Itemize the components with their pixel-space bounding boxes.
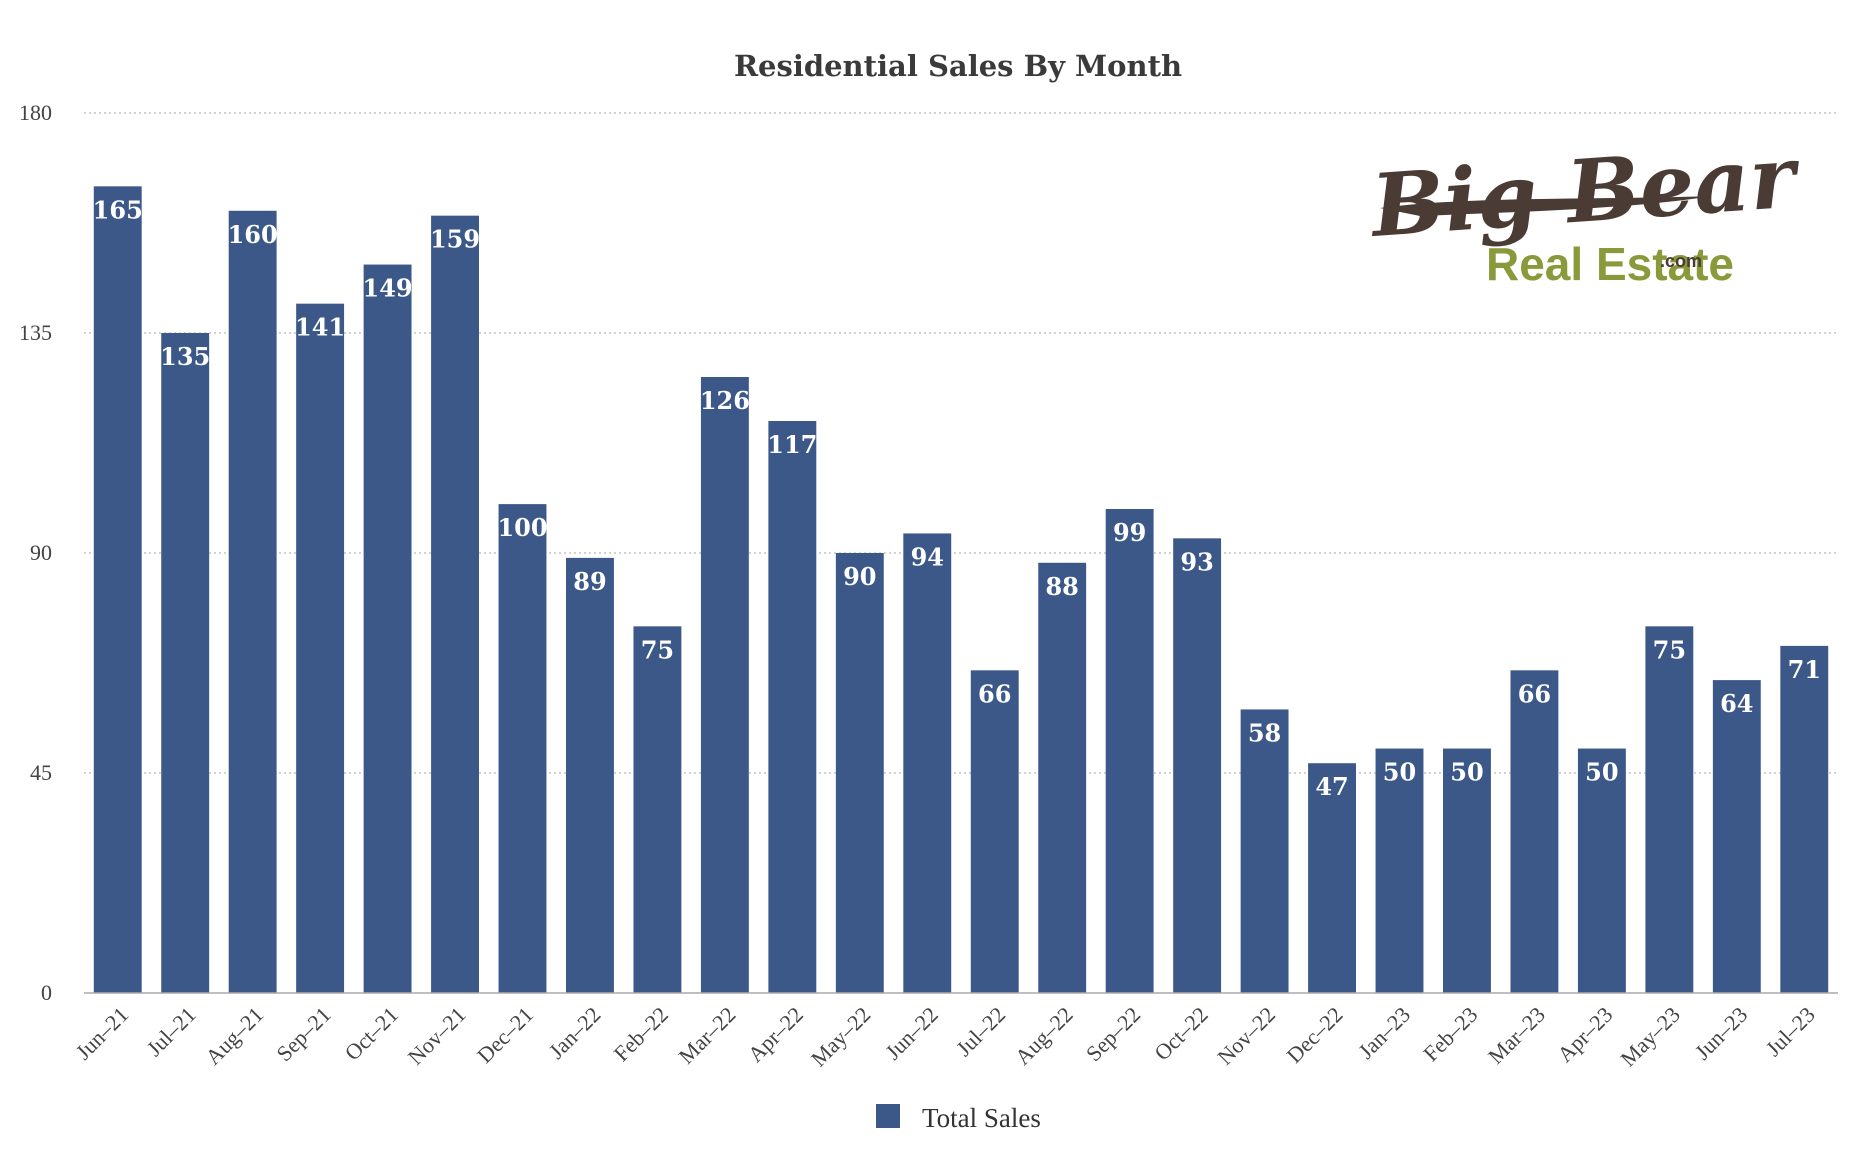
bar-24: [1712, 680, 1761, 993]
bar-15: [1105, 509, 1154, 993]
x-tick-label-6: Dec–21: [472, 1002, 538, 1068]
bar-17: [1240, 709, 1289, 993]
data-label-0: 165: [93, 195, 143, 224]
data-label-15: 99: [1113, 518, 1146, 547]
data-label-8: 75: [641, 635, 674, 664]
x-tick-label-19: Jan–23: [1353, 1002, 1415, 1064]
data-label-1: 135: [160, 342, 210, 371]
data-label-18: 47: [1315, 772, 1348, 801]
y-tick-label: 180: [19, 100, 52, 125]
x-tick-label-10: Apr–22: [743, 1002, 808, 1067]
data-label-25: 71: [1788, 655, 1821, 684]
y-tick-label: 0: [41, 980, 52, 1005]
data-label-6: 100: [497, 513, 547, 542]
x-tick-label-4: Oct–21: [340, 1002, 403, 1065]
y-tick-label: 90: [30, 540, 52, 565]
x-tick-label-18: Dec–22: [1282, 1002, 1348, 1068]
bar-16: [1173, 538, 1222, 993]
data-label-16: 93: [1180, 547, 1213, 576]
x-tick-label-1: Jul–21: [142, 1002, 201, 1061]
x-tick-label-9: Mar–22: [673, 1002, 740, 1069]
bars: [93, 186, 1829, 994]
x-tick-label-7: Jan–22: [544, 1002, 606, 1064]
x-tick-label-2: Aug–21: [200, 1002, 268, 1070]
x-tick-label-20: Feb–23: [1418, 1002, 1482, 1066]
bar-7: [566, 557, 614, 993]
y-axis-tick-labels: 0 45 90 135 180: [19, 100, 52, 1005]
x-tick-label-16: Oct–22: [1149, 1002, 1212, 1065]
bar-13: [970, 670, 1019, 993]
bar-8: [633, 626, 682, 993]
x-tick-label-23: May–23: [1615, 1002, 1685, 1072]
bar-3: [296, 303, 345, 994]
bar-2: [228, 210, 277, 993]
data-label-19: 50: [1383, 758, 1416, 787]
x-tick-label-25: Jul–23: [1761, 1002, 1820, 1061]
bar-9: [700, 377, 749, 993]
big-bear-real-estate-logo: Big Bear Real Estate .com: [1365, 126, 1804, 290]
data-labels: 165 135 160 141 149 159 100 89 75 126 117 90 94 66 88 9…: [93, 195, 1821, 801]
x-axis-tick-labels: Jun–21 Jul–21 Aug–21 Sep–21 Oct–21 Nov–21 Dec–…: [71, 1002, 1820, 1072]
bar-5: [431, 215, 479, 993]
bar-19: [1375, 748, 1424, 993]
data-label-14: 88: [1045, 572, 1078, 601]
bar-12: [903, 533, 952, 993]
x-tick-label-22: Apr–23: [1552, 1002, 1617, 1067]
chart-title: Residential Sales By Month: [734, 49, 1182, 83]
x-tick-label-13: Jul–22: [951, 1002, 1010, 1061]
logo-swoosh: [1380, 196, 1712, 216]
bar-22: [1577, 748, 1626, 993]
data-label-23: 75: [1653, 635, 1686, 664]
bar-21: [1510, 670, 1559, 993]
bar-18: [1308, 763, 1356, 993]
data-label-4: 149: [363, 274, 413, 303]
x-tick-label-3: Sep–21: [271, 1002, 335, 1066]
x-tick-label-15: Sep–22: [1081, 1002, 1145, 1066]
logo-line2: Real Estate: [1486, 238, 1734, 290]
data-label-2: 160: [228, 220, 278, 249]
data-label-12: 94: [911, 542, 944, 571]
bar-4: [363, 264, 412, 993]
bar-25: [1780, 645, 1829, 993]
data-label-10: 117: [767, 430, 817, 459]
data-label-21: 66: [1518, 679, 1551, 708]
x-tick-label-11: May–22: [806, 1002, 876, 1072]
bar-0: [93, 186, 142, 994]
data-label-9: 126: [700, 386, 750, 415]
data-label-17: 58: [1248, 718, 1281, 747]
bar-10: [768, 421, 817, 993]
y-tick-label: 45: [30, 760, 52, 785]
x-tick-label-14: Aug–22: [1010, 1002, 1078, 1070]
data-label-20: 50: [1450, 758, 1483, 787]
bar-11: [835, 553, 884, 993]
bar-20: [1443, 748, 1491, 993]
x-tick-label-0: Jun–21: [71, 1002, 134, 1065]
logo-suffix: .com: [1660, 251, 1702, 271]
bar-6: [498, 504, 547, 993]
bar-23: [1645, 626, 1694, 993]
data-label-7: 89: [573, 567, 606, 596]
bar-1: [161, 333, 210, 993]
x-tick-label-8: Feb–22: [609, 1002, 673, 1066]
x-tick-label-12: Jun–22: [880, 1002, 943, 1065]
bar-14: [1038, 562, 1087, 993]
data-label-22: 50: [1585, 758, 1618, 787]
x-tick-label-21: Mar–23: [1483, 1002, 1550, 1069]
data-label-13: 66: [978, 679, 1011, 708]
x-tick-label-24: Jun–23: [1690, 1002, 1753, 1065]
x-tick-label-17: Nov–22: [1212, 1002, 1280, 1070]
data-label-3: 141: [295, 313, 345, 342]
data-label-11: 90: [843, 562, 876, 591]
y-tick-label: 135: [19, 320, 52, 345]
legend-swatch-total-sales: [876, 1104, 900, 1128]
x-tick-label-5: Nov–21: [403, 1002, 471, 1070]
legend: Total Sales: [876, 1103, 1041, 1133]
data-label-5: 159: [430, 225, 480, 254]
legend-label-total-sales: Total Sales: [922, 1103, 1041, 1133]
data-label-24: 64: [1720, 689, 1753, 718]
